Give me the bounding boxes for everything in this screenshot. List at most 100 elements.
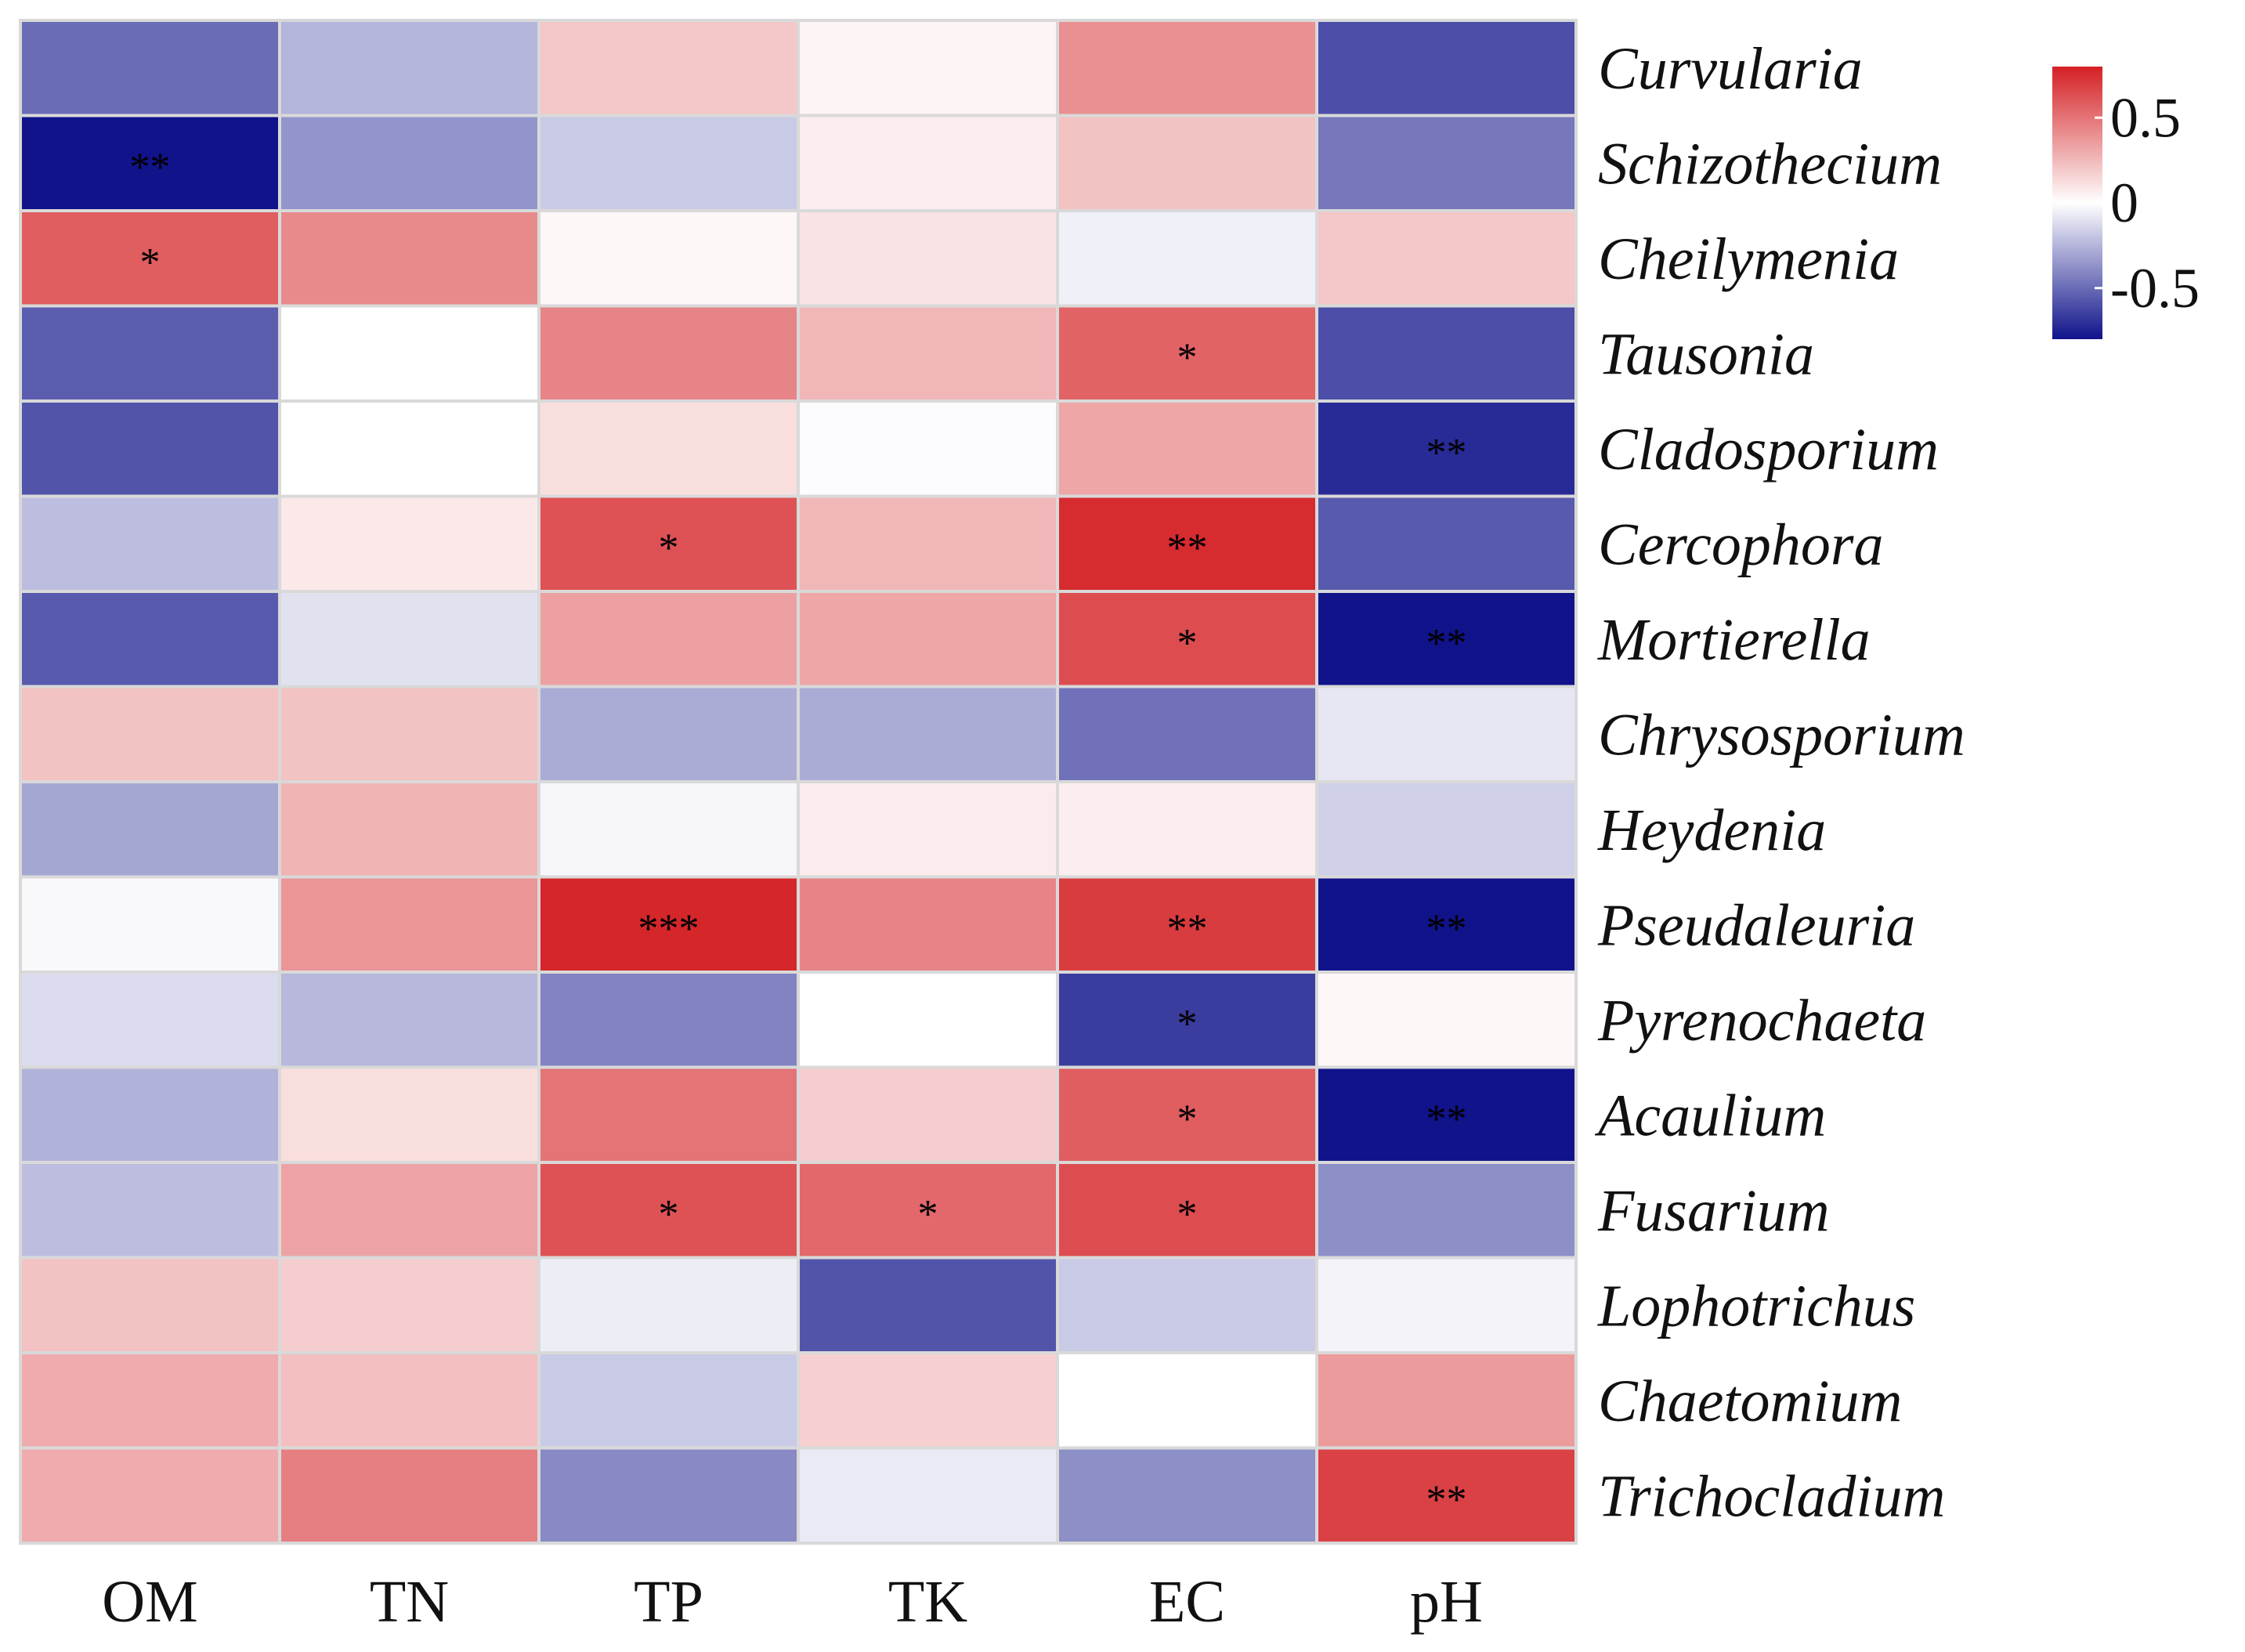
heatmap-cell [1315, 971, 1578, 1069]
heatmap-cell [1056, 1161, 1318, 1260]
heatmap-cell [278, 1161, 540, 1260]
heatmap-cell [1315, 1351, 1578, 1450]
row-label: Acaulium [1594, 1083, 1826, 1148]
heatmap-cell [1315, 399, 1578, 498]
row-label: Tausonia [1598, 321, 1814, 387]
heatmap-cell [797, 1065, 1059, 1164]
heatmap-cell [797, 494, 1059, 593]
significance-marker: ** [130, 145, 171, 190]
legend-tick-label: 0.5 [2110, 86, 2181, 149]
heatmap-cell [1315, 685, 1578, 783]
heatmap-cell [797, 685, 1059, 783]
heatmap-cell [1315, 590, 1578, 689]
column-label: OM [102, 1569, 197, 1635]
heatmap-cell [1315, 1256, 1578, 1354]
heatmap-cell [1056, 1446, 1318, 1545]
heatmap-cell [537, 19, 800, 117]
heatmap-cell [19, 685, 281, 783]
heatmap-cell [537, 114, 800, 212]
heatmap-cell [797, 304, 1059, 403]
heatmap-cell [1315, 1161, 1578, 1260]
heatmap-cell [278, 399, 540, 498]
heatmap-cell [1056, 399, 1318, 498]
row-label: Cercophora [1598, 512, 1884, 577]
heatmap-cell [1056, 685, 1318, 783]
significance-marker: ** [1167, 906, 1208, 951]
heatmap-cell [797, 209, 1059, 308]
heatmap-cell [1315, 875, 1578, 974]
heatmap-cell [537, 971, 800, 1069]
heatmap-cell [19, 1065, 281, 1164]
row-label: Curvularia [1598, 36, 1863, 102]
heatmap-cell [278, 685, 540, 783]
significance-marker: * [659, 1192, 679, 1237]
heatmap-cell [1315, 780, 1578, 879]
row-label: Trichocladium [1598, 1463, 1945, 1529]
row-label: Lophotrichus [1597, 1273, 1915, 1339]
legend-colorbar [2052, 67, 2102, 339]
column-label: TP [634, 1569, 703, 1635]
heatmap-cell [19, 1351, 281, 1450]
heatmap-cell [278, 1446, 540, 1545]
heatmap-cell [797, 19, 1059, 117]
heatmap-cell [537, 780, 800, 879]
significance-marker: * [1177, 1192, 1198, 1237]
heatmap-cell [537, 685, 800, 783]
row-label: Chaetomium [1598, 1368, 1902, 1434]
heatmap-cell [278, 114, 540, 212]
heatmap-cell [278, 209, 540, 308]
heatmap-cell [19, 780, 281, 879]
significance-markers: ******* *** ***** ** **** *** * *** [130, 145, 1467, 1522]
heatmap-cell [19, 399, 281, 498]
significance-marker: * [140, 240, 161, 285]
legend-tick-label: -0.5 [2110, 257, 2200, 320]
legend-tick-label: 0 [2110, 172, 2138, 234]
heatmap-cell [537, 590, 800, 689]
heatmap-cell [19, 1256, 281, 1354]
heatmap-cell [1056, 494, 1318, 593]
heatmap-cell [1056, 875, 1318, 974]
heatmap-cell [278, 875, 540, 974]
heatmap-cell [1056, 19, 1318, 117]
heatmap-cell [278, 19, 540, 117]
significance-marker: * [1177, 621, 1198, 666]
heatmap-cell [1056, 114, 1318, 212]
column-label: pH [1410, 1569, 1483, 1635]
heatmap-cell [537, 304, 800, 403]
significance-marker: ** [1426, 1097, 1467, 1141]
heatmap-cell [19, 494, 281, 593]
heatmap-cell [278, 780, 540, 879]
heatmap-cell [19, 1161, 281, 1260]
significance-marker: ** [1426, 1477, 1467, 1522]
column-labels: OM TN TP TK EC pH [102, 1569, 1483, 1635]
heatmap-cell [797, 590, 1059, 689]
heatmap-cell [797, 1446, 1059, 1545]
heatmap-cell [278, 1351, 540, 1450]
heatmap-cell [537, 209, 800, 308]
row-label: Chrysosporium [1598, 702, 1965, 768]
heatmap-cell [1315, 1065, 1578, 1164]
row-label: Pyrenochaeta [1597, 988, 1926, 1054]
heatmap-cell [1315, 114, 1578, 212]
significance-marker: * [1177, 1097, 1198, 1141]
column-label: TN [370, 1569, 449, 1635]
heatmap-cell [797, 971, 1059, 1069]
row-labels: Curvularia Schizothecium Cheilymenia Tauson… [1594, 36, 1965, 1530]
significance-marker: ** [1426, 621, 1467, 666]
heatmap-cell [537, 1256, 800, 1354]
heatmap-cell [1056, 1351, 1318, 1450]
heatmap-cell [797, 1256, 1059, 1354]
heatmap-cell [797, 399, 1059, 498]
row-label: Fusarium [1597, 1178, 1830, 1244]
row-label: Heydenia [1597, 797, 1826, 863]
column-label: TK [888, 1569, 967, 1635]
heatmap-cell [19, 590, 281, 689]
significance-marker: ** [1167, 526, 1208, 570]
significance-marker: ** [1426, 906, 1467, 951]
heatmap-cell [1315, 19, 1578, 117]
heatmap-cell [1056, 780, 1318, 879]
heatmap-cell [1315, 304, 1578, 403]
heatmap-cell [278, 971, 540, 1069]
heatmap-cell [19, 1446, 281, 1545]
column-label: EC [1149, 1569, 1225, 1635]
